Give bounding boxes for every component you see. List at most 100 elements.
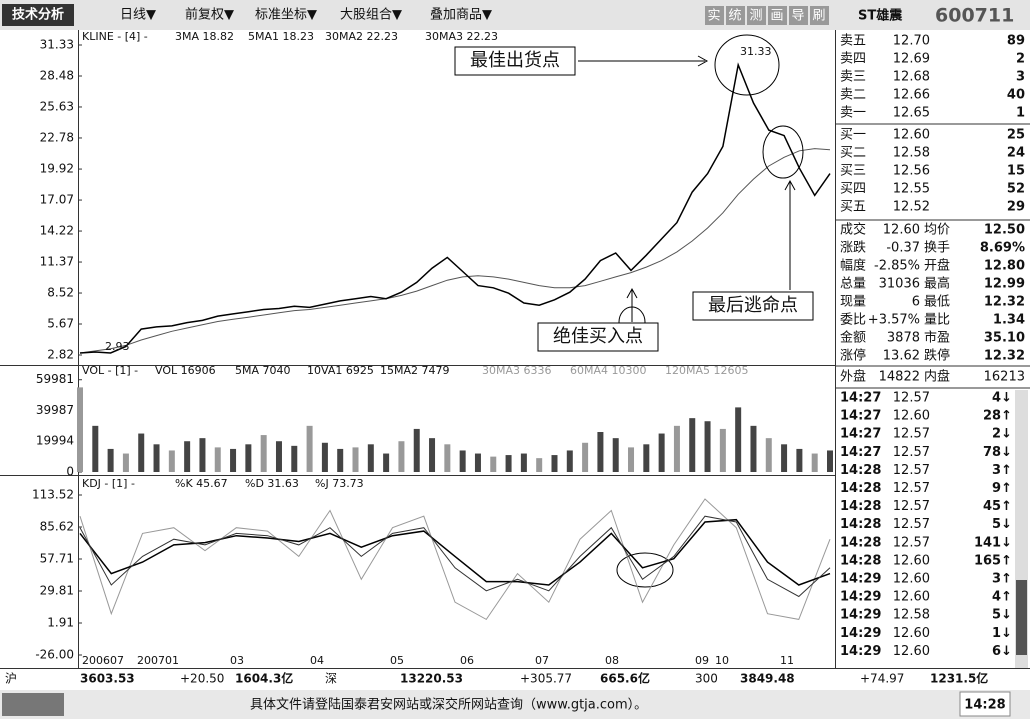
volume-bar	[459, 450, 466, 472]
tick-time: 14:29	[840, 608, 881, 623]
y-tick-label: 39987	[36, 403, 74, 417]
tick-time: 14:27	[840, 391, 881, 406]
tick-price: 12.57	[893, 535, 930, 550]
status-sep	[0, 668, 1030, 669]
y-tick-label: -26.00	[35, 648, 74, 662]
stat-label: 委比	[840, 313, 866, 328]
y-tick-label: 113.52	[32, 488, 74, 502]
menu[interactable]: 标准坐标▼	[255, 8, 317, 23]
button-bg[interactable]	[705, 6, 724, 25]
circle	[762, 125, 804, 179]
tick-price: 12.60	[893, 644, 930, 659]
stat-label: 幅度	[840, 258, 866, 274]
tick-time: 14:29	[840, 590, 881, 605]
button[interactable]: 测	[749, 9, 762, 24]
callout	[692, 291, 814, 321]
book-volume: 2	[1016, 52, 1025, 67]
tick-volume: 4↑	[992, 590, 1012, 605]
button-bg[interactable]	[789, 6, 808, 25]
volume-bar	[444, 444, 451, 472]
menu[interactable]: 日线▼	[120, 8, 156, 23]
tick-price: 12.58	[893, 608, 930, 623]
x-label: 09	[695, 654, 709, 667]
legend: KLINE - [4] -	[82, 30, 148, 43]
series-line	[79, 62, 831, 354]
clock-bg	[959, 691, 1011, 717]
book-price: 12.70	[893, 34, 930, 49]
stat-value: 12.32	[984, 349, 1025, 364]
volume-bar	[536, 458, 543, 472]
book-price: 12.52	[893, 200, 930, 215]
book-volume: 25	[1007, 128, 1025, 143]
stat-label: 换手	[924, 241, 950, 256]
book-volume: 52	[1007, 182, 1025, 197]
volume-bar	[153, 444, 160, 472]
tick-time: 14:29	[840, 644, 881, 659]
volume-bar	[658, 433, 665, 472]
volume-bar	[413, 428, 420, 472]
book-label: 卖二	[840, 88, 866, 103]
volume-bar	[811, 453, 818, 472]
volume-bar	[352, 447, 359, 472]
annotation: 绝佳买入点	[553, 326, 643, 347]
book-price: 12.55	[893, 182, 930, 197]
arrow	[578, 55, 709, 67]
volume-bar	[306, 425, 313, 472]
book-volume: 1	[1016, 106, 1025, 121]
volume-bar	[719, 428, 726, 472]
y-tick-label: 31.33	[40, 38, 74, 52]
tick-volume: 165↑	[974, 553, 1012, 568]
legend: 3MA 18.82	[175, 30, 234, 43]
legend: %K 45.67	[175, 477, 228, 490]
button-bg[interactable]	[768, 6, 787, 25]
book-label: 买一	[840, 128, 866, 143]
y-tick-label: 19.92	[40, 162, 74, 176]
menu[interactable]: 前复权▼	[185, 7, 234, 23]
stat-label: 均价	[924, 223, 950, 238]
button[interactable]: 画	[770, 9, 783, 24]
toolbar-title: 技术分析	[12, 7, 64, 23]
scroll-thumb[interactable]	[1016, 580, 1027, 655]
tick-price: 12.60	[893, 572, 930, 587]
y-tick-label: 25.63	[40, 99, 74, 113]
button-bg[interactable]	[810, 6, 829, 25]
legend: 60MA4 10300	[570, 364, 647, 377]
button[interactable]: 导	[791, 9, 804, 24]
volume-bar	[122, 453, 129, 472]
legend: KDJ - [1] -	[82, 477, 135, 490]
tick-volume: 4↓	[992, 391, 1012, 406]
book-label: 买二	[840, 146, 866, 161]
tick-price: 12.57	[893, 463, 930, 478]
book-price: 12.68	[893, 70, 930, 85]
tick-price: 12.57	[893, 517, 930, 532]
tick-price: 12.57	[893, 427, 930, 442]
button[interactable]: 统	[728, 9, 741, 24]
button-bg[interactable]	[726, 6, 745, 25]
volume-bar	[245, 444, 252, 472]
status-item: 深	[325, 672, 337, 686]
menu[interactable]: 叠加商品▼	[430, 8, 492, 23]
series-line	[79, 518, 831, 586]
book-price: 12.58	[893, 146, 930, 161]
button-bg[interactable]	[747, 6, 766, 25]
book-volume: 15	[1007, 164, 1025, 179]
book-volume: 24	[1007, 146, 1025, 161]
stat-value: 12.60	[883, 223, 920, 238]
tick-time: 14:29	[840, 626, 881, 641]
x-label: 05	[390, 654, 404, 667]
y-tick-label: 19994	[36, 434, 74, 448]
menu[interactable]: 大股组合▼	[340, 8, 402, 23]
panel-sep	[0, 365, 835, 366]
book-label: 买五	[840, 200, 866, 215]
button[interactable]: 实	[707, 9, 720, 24]
tick-volume: 9↑	[992, 481, 1012, 496]
book-volume: 40	[1007, 88, 1025, 103]
button[interactable]: 刷	[812, 9, 825, 24]
volume-bar	[214, 447, 221, 472]
volume-bar	[612, 438, 619, 472]
book-label: 买三	[840, 164, 866, 179]
callout	[454, 46, 576, 76]
book-price: 12.60	[893, 128, 930, 143]
content: 技术分析 日线▼ 前复权▼ 标准坐标▼ 大股组合▼ 叠加商品▼ 实统测画导刷 ST雄震 6007…	[2, 5, 1030, 717]
tick-time: 14:28	[840, 481, 881, 496]
